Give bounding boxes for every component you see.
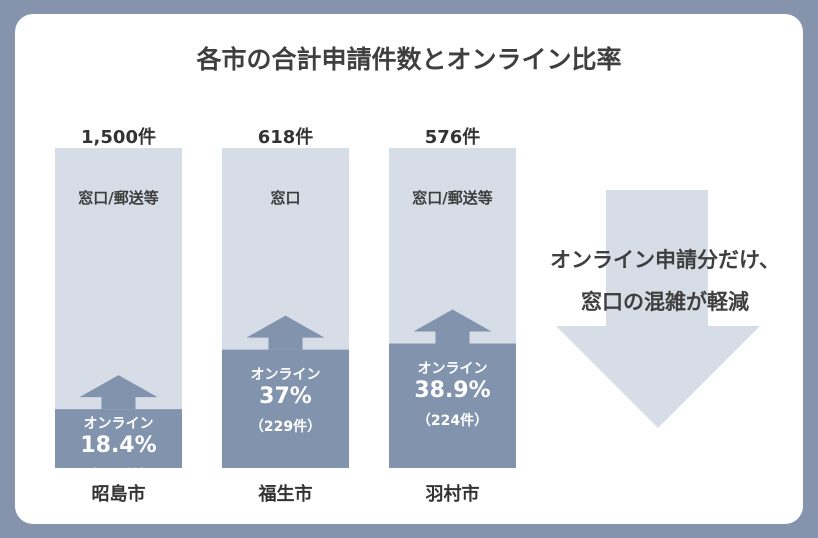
online-pct-label: 18.4% [80,433,157,459]
window-segment-label: 窓口/郵送等 [412,189,493,207]
growth-arrow-icon [79,375,158,410]
message-line-1: オンライン申請分だけ、 [550,248,780,272]
window-segment-label: 窓口/郵送等 [78,189,159,207]
bar-total-label: 1,500件 [81,127,156,148]
category-label: 福生市 [258,484,313,505]
online-bar-segment [389,343,516,468]
online-segment-label: オンライン [250,366,321,383]
chart-title: 各市の合計申請件数とオンライン比率 [196,45,622,74]
online-count-label: （227件） [82,468,155,485]
window-segment-label: 窓口 [270,189,301,207]
bar-total-label: 618件 [257,127,314,148]
big-down-arrow-icon [556,190,760,428]
online-bar-segment [55,409,182,468]
online-segment-label: オンライン [417,360,488,377]
online-pct-label: 38.9% [414,377,491,403]
window-bar-segment [55,148,182,410]
online-bar-segment [222,349,349,468]
category-label: 昭島市 [91,484,146,505]
growth-arrow-icon [413,309,492,344]
category-label: 羽村市 [425,484,480,505]
bar-total-label: 576件 [424,127,481,148]
online-pct-label: 37% [259,383,312,409]
online-count-label: （229件） [249,418,322,435]
online-segment-label: オンライン [83,416,154,433]
online-count-label: （224件） [416,412,489,429]
message-line-2: 窓口の混雑が軽減 [581,290,749,314]
growth-arrow-icon [246,315,325,350]
